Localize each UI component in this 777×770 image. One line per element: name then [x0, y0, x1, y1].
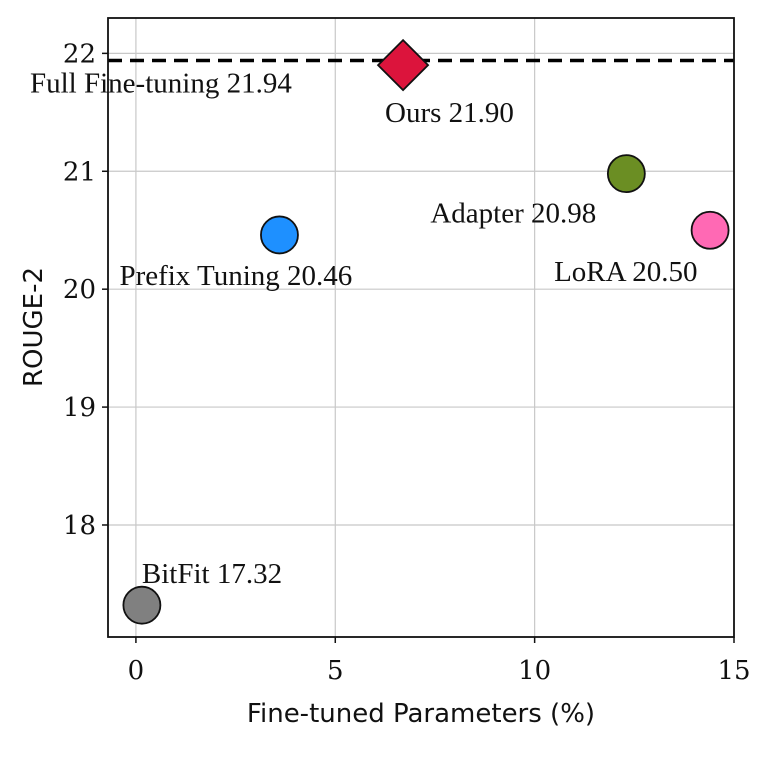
- y-tick-label: 20: [63, 275, 96, 305]
- reference-line-label: Full Fine-tuning 21.94: [30, 67, 292, 99]
- annotations: Full Fine-tuning 21.94 BitFit 17.32 Prefix…: [30, 67, 697, 590]
- x-tick-label: 10: [518, 656, 551, 686]
- x-tick-label: 5: [327, 656, 344, 686]
- point-adapter: [606, 154, 646, 194]
- y-tick-label: 19: [63, 393, 96, 423]
- points-layer: [122, 38, 730, 625]
- y-tick-label: 22: [63, 39, 96, 69]
- y-tick-label: 18: [63, 511, 96, 541]
- x-tick-label: 15: [717, 656, 750, 686]
- label-adapter: Adapter 20.98: [430, 198, 596, 230]
- x-tick-label: 0: [128, 656, 145, 686]
- label-bitfit: BitFit 17.32: [142, 558, 282, 590]
- label-prefix-tuning: Prefix Tuning 20.46: [119, 260, 352, 292]
- y-axis-label: ROUGE-2: [19, 267, 49, 387]
- plot-frame: [107, 17, 735, 638]
- point-bitfit: [122, 585, 162, 625]
- x-axis-label: Fine-tuned Parameters (%): [247, 699, 595, 729]
- point-lora: [690, 210, 730, 250]
- y-tick-label: 21: [63, 157, 96, 187]
- label-ours: Ours 21.90: [385, 97, 514, 129]
- tick-labels: 0 5 10 15 18 19 20 21 22: [63, 39, 751, 686]
- label-lora: LoRA 20.50: [554, 256, 697, 288]
- point-prefix-tuning: [260, 215, 299, 255]
- point-ours: [376, 38, 430, 92]
